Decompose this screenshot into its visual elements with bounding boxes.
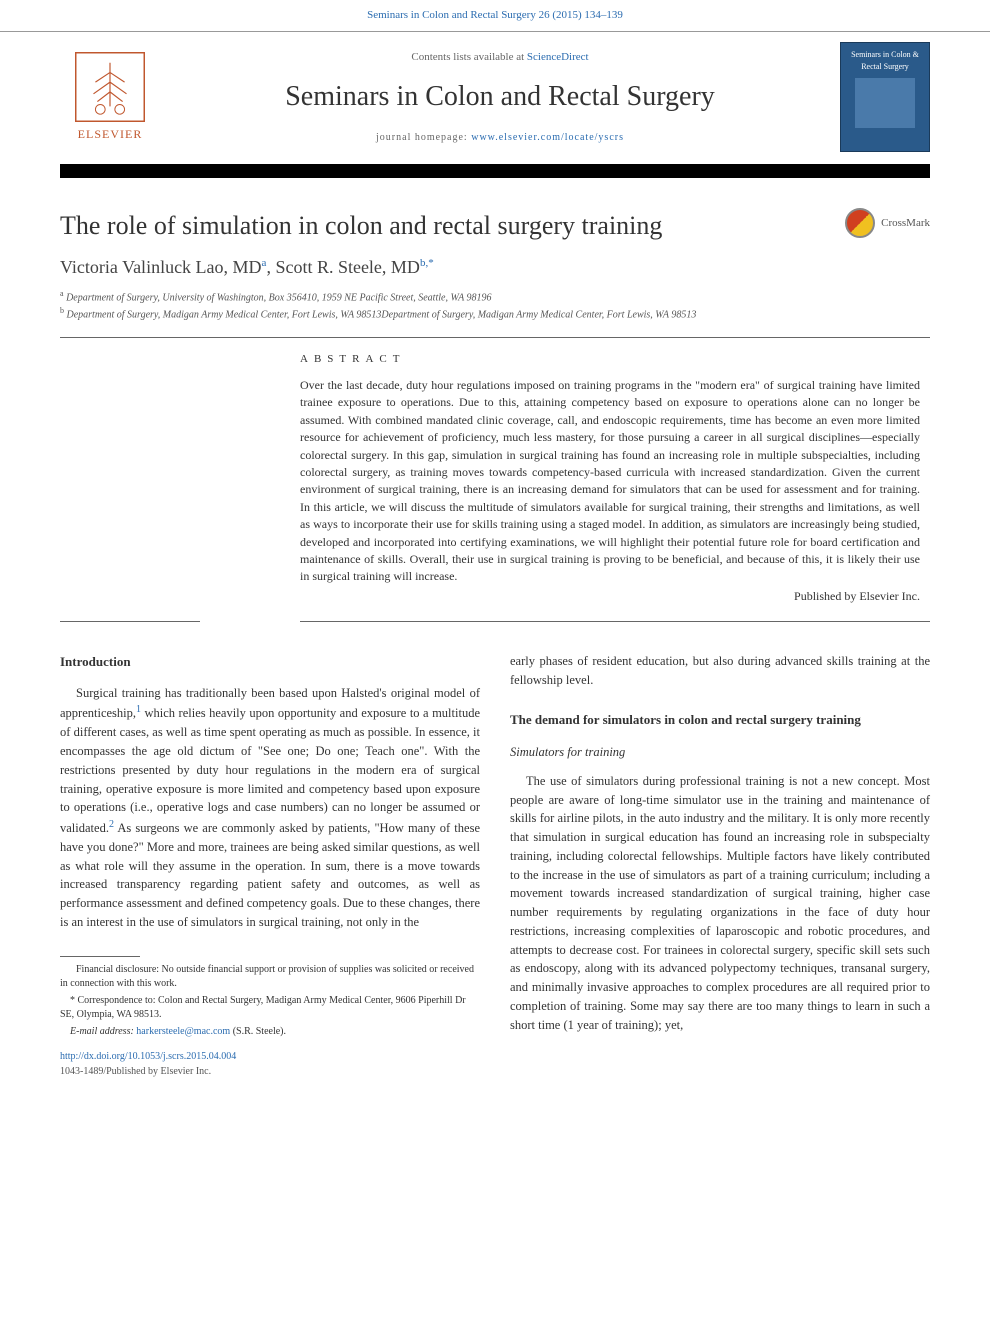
divider-bar	[60, 164, 930, 178]
sim-training-subhead: Simulators for training	[510, 743, 930, 762]
email-line: E-mail address: harkersteele@mac.com (S.…	[60, 1025, 480, 1039]
column-left: Introduction Surgical training has tradi…	[60, 652, 480, 1079]
email-label: E-mail address:	[70, 1026, 136, 1037]
journal-name: Seminars in Colon and Rectal Surgery	[160, 77, 840, 116]
journal-cover: Seminars in Colon & Rectal Surgery	[840, 42, 930, 152]
body-columns: Introduction Surgical training has tradi…	[60, 652, 930, 1079]
affiliations: a Department of Surgery, University of W…	[60, 288, 930, 323]
affil-a-text: Department of Surgery, University of Was…	[64, 292, 492, 303]
author-2: , Scott R. Steele, MD	[266, 257, 420, 277]
abstract-body: Over the last decade, duty hour regulati…	[300, 378, 920, 583]
rule-short	[60, 621, 200, 622]
elsevier-logo: ELSEVIER	[60, 42, 160, 152]
homepage-prefix: journal homepage:	[376, 132, 471, 143]
copyright: 1043-1489/Published by Elsevier Inc.	[60, 1064, 480, 1079]
financial-disclosure: Financial disclosure: No outside financi…	[60, 963, 480, 991]
doi-link[interactable]: http://dx.doi.org/10.1053/j.scrs.2015.04…	[60, 1049, 480, 1064]
footnotes: Financial disclosure: No outside financi…	[60, 963, 480, 1039]
cover-title: Seminars in Colon & Rectal Surgery	[847, 49, 923, 71]
corr-text: Correspondence to: Colon and Rectal Surg…	[60, 995, 466, 1020]
abstract-publisher: Published by Elsevier Inc.	[300, 588, 920, 605]
article-title: The role of simulation in colon and rect…	[60, 208, 825, 244]
homepage-link[interactable]: www.elsevier.com/locate/yscrs	[471, 132, 624, 143]
author-2-affil: b,*	[420, 257, 434, 269]
intro-1c: As surgeons we are commonly asked by pat…	[60, 821, 480, 929]
homepage-line: journal homepage: www.elsevier.com/locat…	[160, 131, 840, 145]
elsevier-tree-icon	[75, 52, 145, 122]
column-right: early phases of resident education, but …	[510, 652, 930, 1079]
rule-long	[300, 621, 930, 622]
title-row: The role of simulation in colon and rect…	[60, 208, 930, 244]
abstract-text: Over the last decade, duty hour regulati…	[300, 377, 920, 605]
contents-prefix: Contents lists available at	[411, 51, 526, 63]
correspondence: * Correspondence to: Colon and Rectal Su…	[60, 994, 480, 1022]
rules-below-abstract	[60, 621, 930, 622]
article-area: The role of simulation in colon and rect…	[0, 178, 990, 1098]
footnote-rule	[60, 956, 140, 957]
author-1: Victoria Valinluck Lao, MD	[60, 257, 262, 277]
elsevier-name: ELSEVIER	[78, 126, 143, 143]
affiliation-a: a Department of Surgery, University of W…	[60, 288, 930, 305]
contents-line: Contents lists available at ScienceDirec…	[160, 50, 840, 65]
sim-training-paragraph: The use of simulators during professiona…	[510, 772, 930, 1035]
crossmark-label: CrossMark	[881, 216, 930, 231]
rule-above-abstract	[60, 337, 930, 338]
col2-continuation: early phases of resident education, but …	[510, 652, 930, 690]
abstract-block: ABSTRACT Over the last decade, duty hour…	[300, 352, 930, 605]
intro-heading: Introduction	[60, 652, 480, 672]
demand-heading: The demand for simulators in colon and r…	[510, 710, 930, 730]
citation-header: Seminars in Colon and Rectal Surgery 26 …	[0, 0, 990, 31]
intro-1b: which relies heavily upon opportunity an…	[60, 707, 480, 836]
affiliation-b: b Department of Surgery, Madigan Army Me…	[60, 305, 930, 322]
crossmark[interactable]: CrossMark	[845, 208, 930, 238]
crossmark-icon	[845, 208, 875, 238]
abstract-heading: ABSTRACT	[300, 352, 920, 367]
authors: Victoria Valinluck Lao, MDa, Scott R. St…	[60, 255, 930, 280]
masthead: ELSEVIER Contents lists available at Sci…	[0, 31, 990, 152]
email-suffix: (S.R. Steele).	[230, 1026, 286, 1037]
email-address[interactable]: harkersteele@mac.com	[136, 1026, 230, 1037]
cover-image	[855, 78, 915, 128]
corr-star: *	[70, 995, 78, 1006]
citation-text: Seminars in Colon and Rectal Surgery 26 …	[367, 9, 623, 21]
masthead-center: Contents lists available at ScienceDirec…	[160, 50, 840, 145]
intro-paragraph: Surgical training has traditionally been…	[60, 684, 480, 932]
affil-b-text: Department of Surgery, Madigan Army Medi…	[64, 310, 696, 321]
sciencedirect-link[interactable]: ScienceDirect	[527, 51, 589, 63]
